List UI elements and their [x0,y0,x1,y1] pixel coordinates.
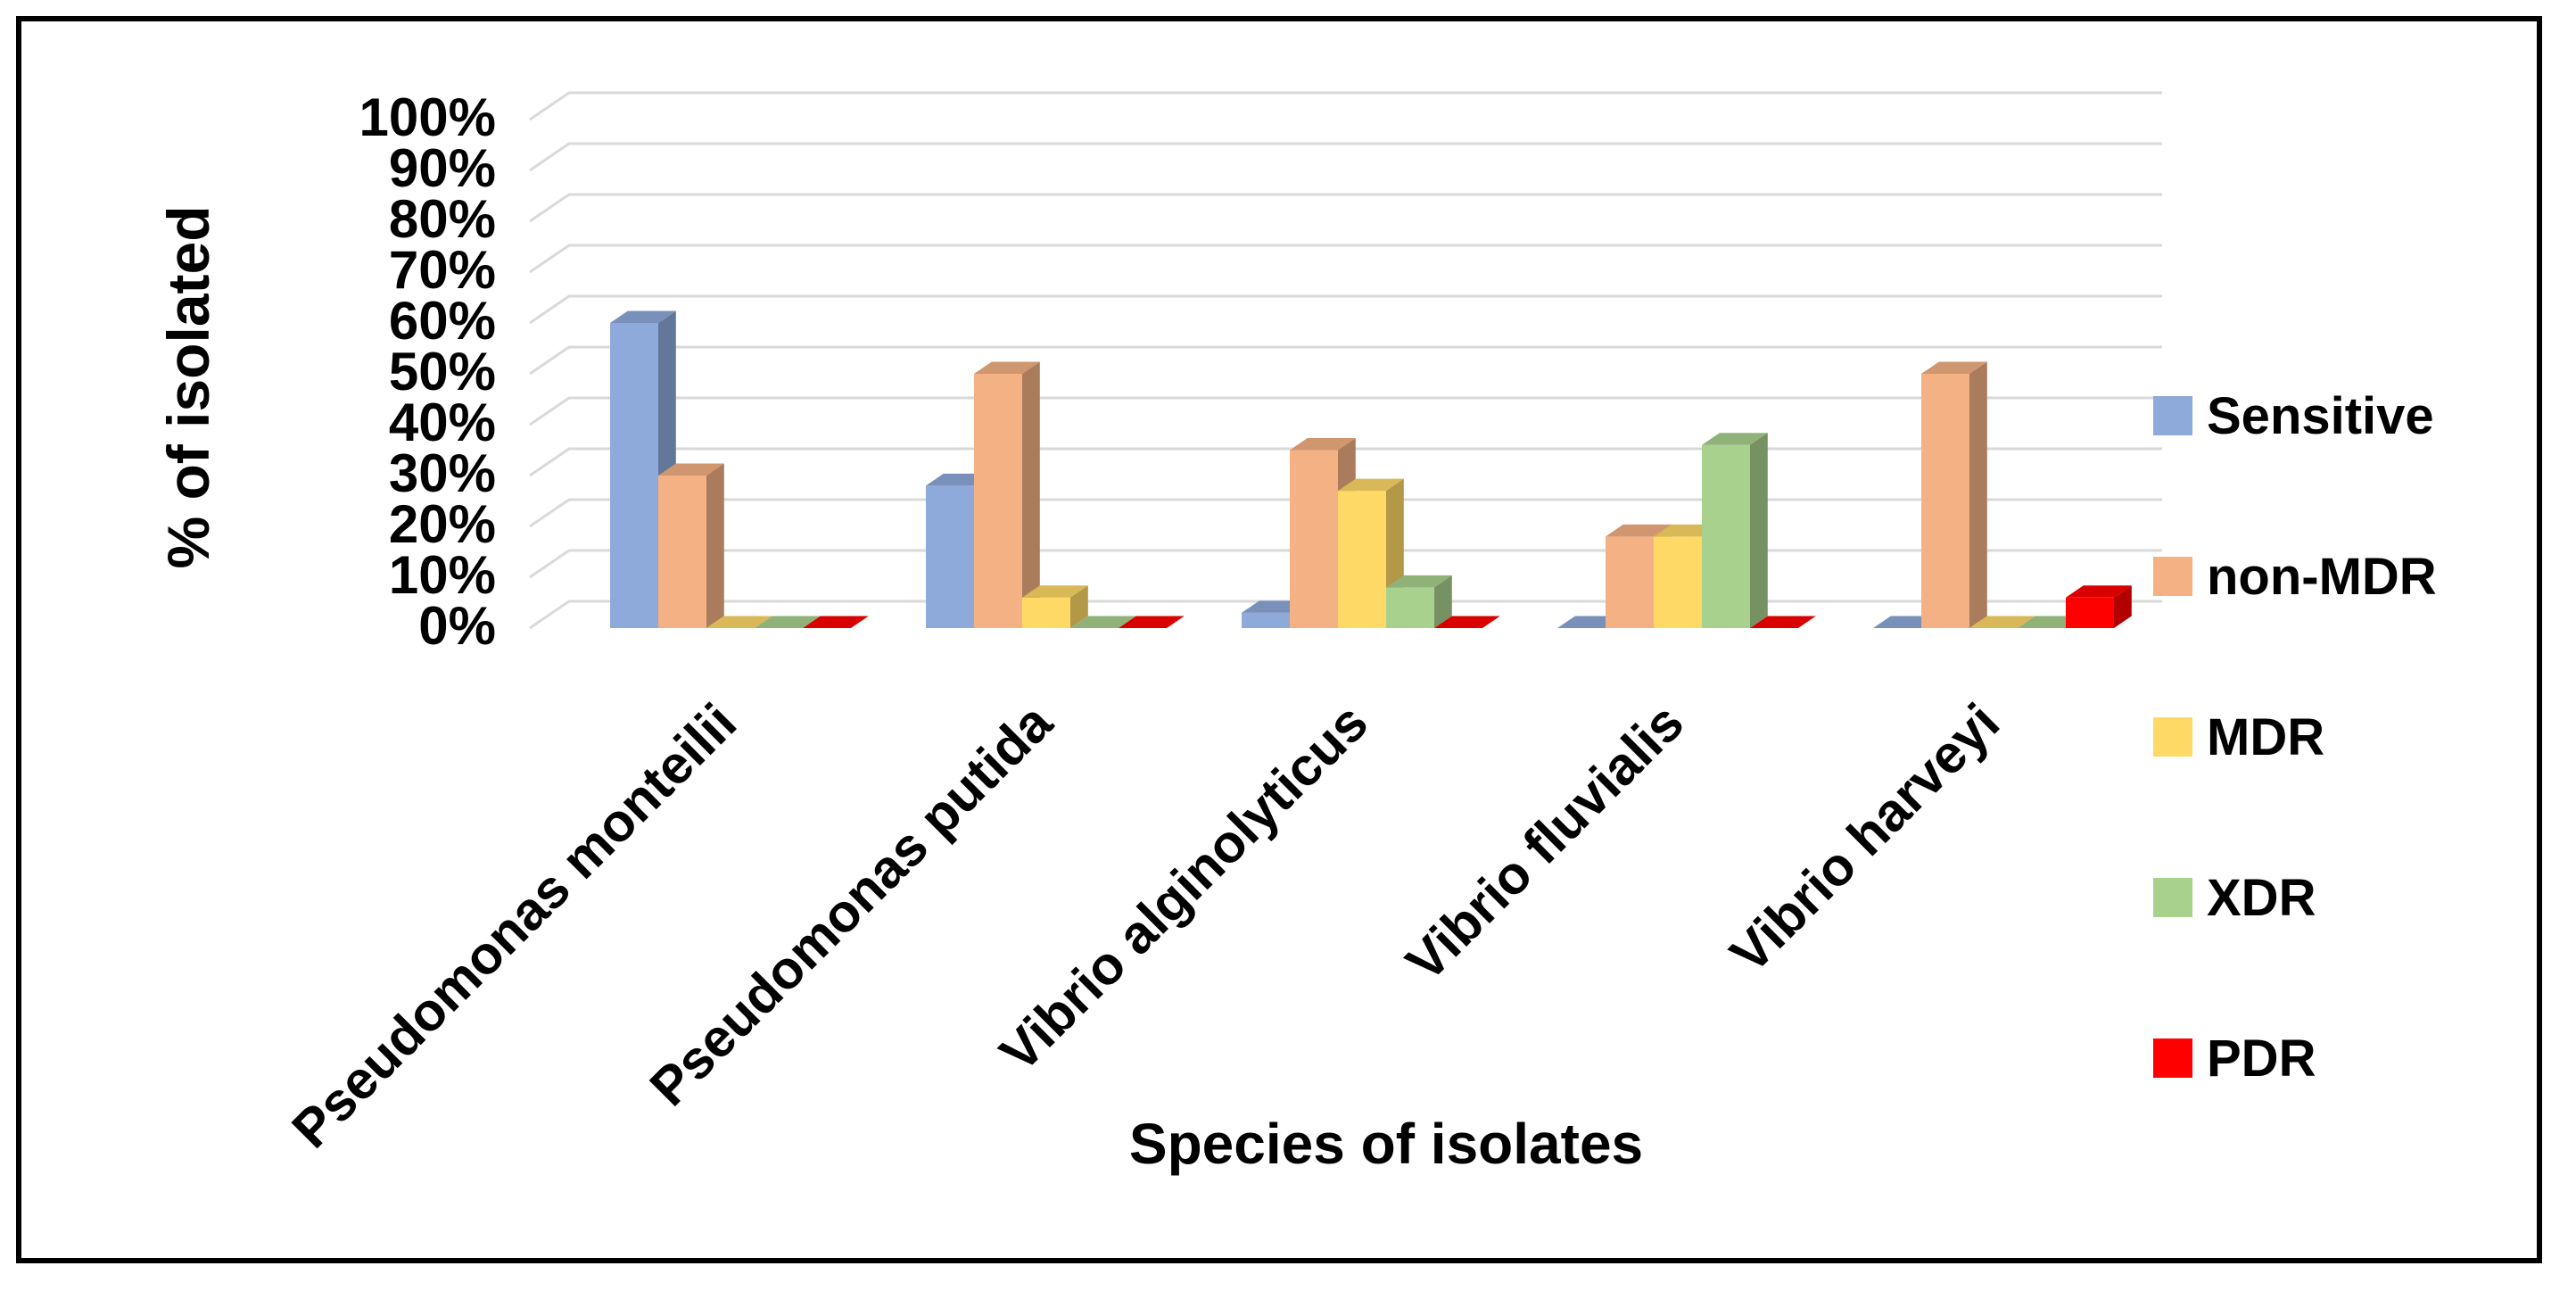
x-axis-title: Species of isolates [1129,1112,1643,1176]
bar-pdr-vibrio-alginolyticus [1434,616,1500,628]
bar-mdr-pseudomonas-monteilii [706,616,772,628]
gridline [529,345,2162,376]
bar-xdr-vibrio-alginolyticus [1386,575,1452,628]
bar-xdr-vibrio-fluvialis [1702,433,1768,628]
bar-pdr-vibrio-harveyi [2066,585,2132,628]
chart-canvas: 0%10%20%30%40%50%60%70%80%90%100% Pseudo… [155,87,2437,1176]
y-tick-label: 50% [389,342,496,401]
gridline [529,396,2162,426]
gridline [529,498,2162,528]
bar-pdr-vibrio-fluvialis [1750,616,1816,628]
bar-pdr-pseudomonas-monteilii [803,616,869,628]
y-tick-label: 60% [389,291,496,351]
bar-non-mdr-pseudomonas-putida [974,361,1040,628]
legend-label: XDR [2207,869,2316,927]
legend-label: Sensitive [2207,387,2434,445]
bar-mdr-vibrio-fluvialis [1654,524,1720,628]
legend-swatch [2153,717,2192,757]
y-tick-label: 20% [389,494,496,554]
legend-label: MDR [2207,708,2324,766]
legend-swatch [2153,557,2192,596]
y-tick-label: 30% [389,443,496,503]
legend-item-xdr: XDR [2153,869,2316,927]
gridline [529,294,2162,325]
gridline [529,447,2162,477]
gridline [529,193,2162,223]
y-tick-label: 0% [418,596,496,656]
y-tick-label: 10% [389,545,496,605]
legend-swatch [2153,1038,2192,1078]
gridlines [529,91,2162,630]
legend-item-sensitive: Sensitive [2153,387,2434,445]
bars [610,310,2132,628]
bar-mdr-vibrio-harveyi [1969,616,2035,628]
gridline [529,91,2162,121]
legend-item-mdr: MDR [2153,708,2324,766]
bar-non-mdr-pseudomonas-monteilii [658,463,724,628]
gridline [529,142,2162,172]
legend-label: non-MDR [2207,548,2437,606]
x-category-label-vibrio-fluvialis: Vibrio fluvialis [1395,692,1696,993]
bar-xdr-pseudomonas-putida [1070,616,1136,628]
x-category-label-vibrio-alginolyticus: Vibrio alginolyticus [988,692,1379,1083]
bar-sensitive-pseudomonas-monteilii [610,310,676,628]
y-tick-label: 70% [389,240,496,300]
legend-swatch [2153,878,2192,917]
y-tick-label: 100% [359,87,496,147]
y-tick-label: 80% [389,189,496,249]
x-category-label-vibrio-harveyi: Vibrio harveyi [1719,692,2010,984]
y-axis-title: % of isolated [155,205,221,568]
bar-xdr-pseudomonas-monteilii [755,616,821,628]
legend: Sensitive non-MDR MDR XDR PDR [2153,387,2437,1088]
gridline [529,244,2162,274]
legend-swatch [2153,396,2192,435]
bar-mdr-pseudomonas-putida [1022,585,1088,628]
chart-frame: 0% 10% 20% 30% 40% 50% 60% 70% 80% 90% 100% Pseudo… [16,16,2542,1263]
y-axis: 0%10%20%30%40%50%60%70%80%90%100% [359,87,496,656]
legend-item-pdr: PDR [2153,1030,2316,1088]
bar-non-mdr-vibrio-harveyi [1921,361,1987,628]
y-tick-label: 40% [389,393,496,452]
y-tick-label: 90% [389,138,496,198]
bar-pdr-pseudomonas-putida [1119,616,1185,628]
legend-item-non-mdr: non-MDR [2153,548,2437,606]
legend-label: PDR [2207,1030,2316,1088]
